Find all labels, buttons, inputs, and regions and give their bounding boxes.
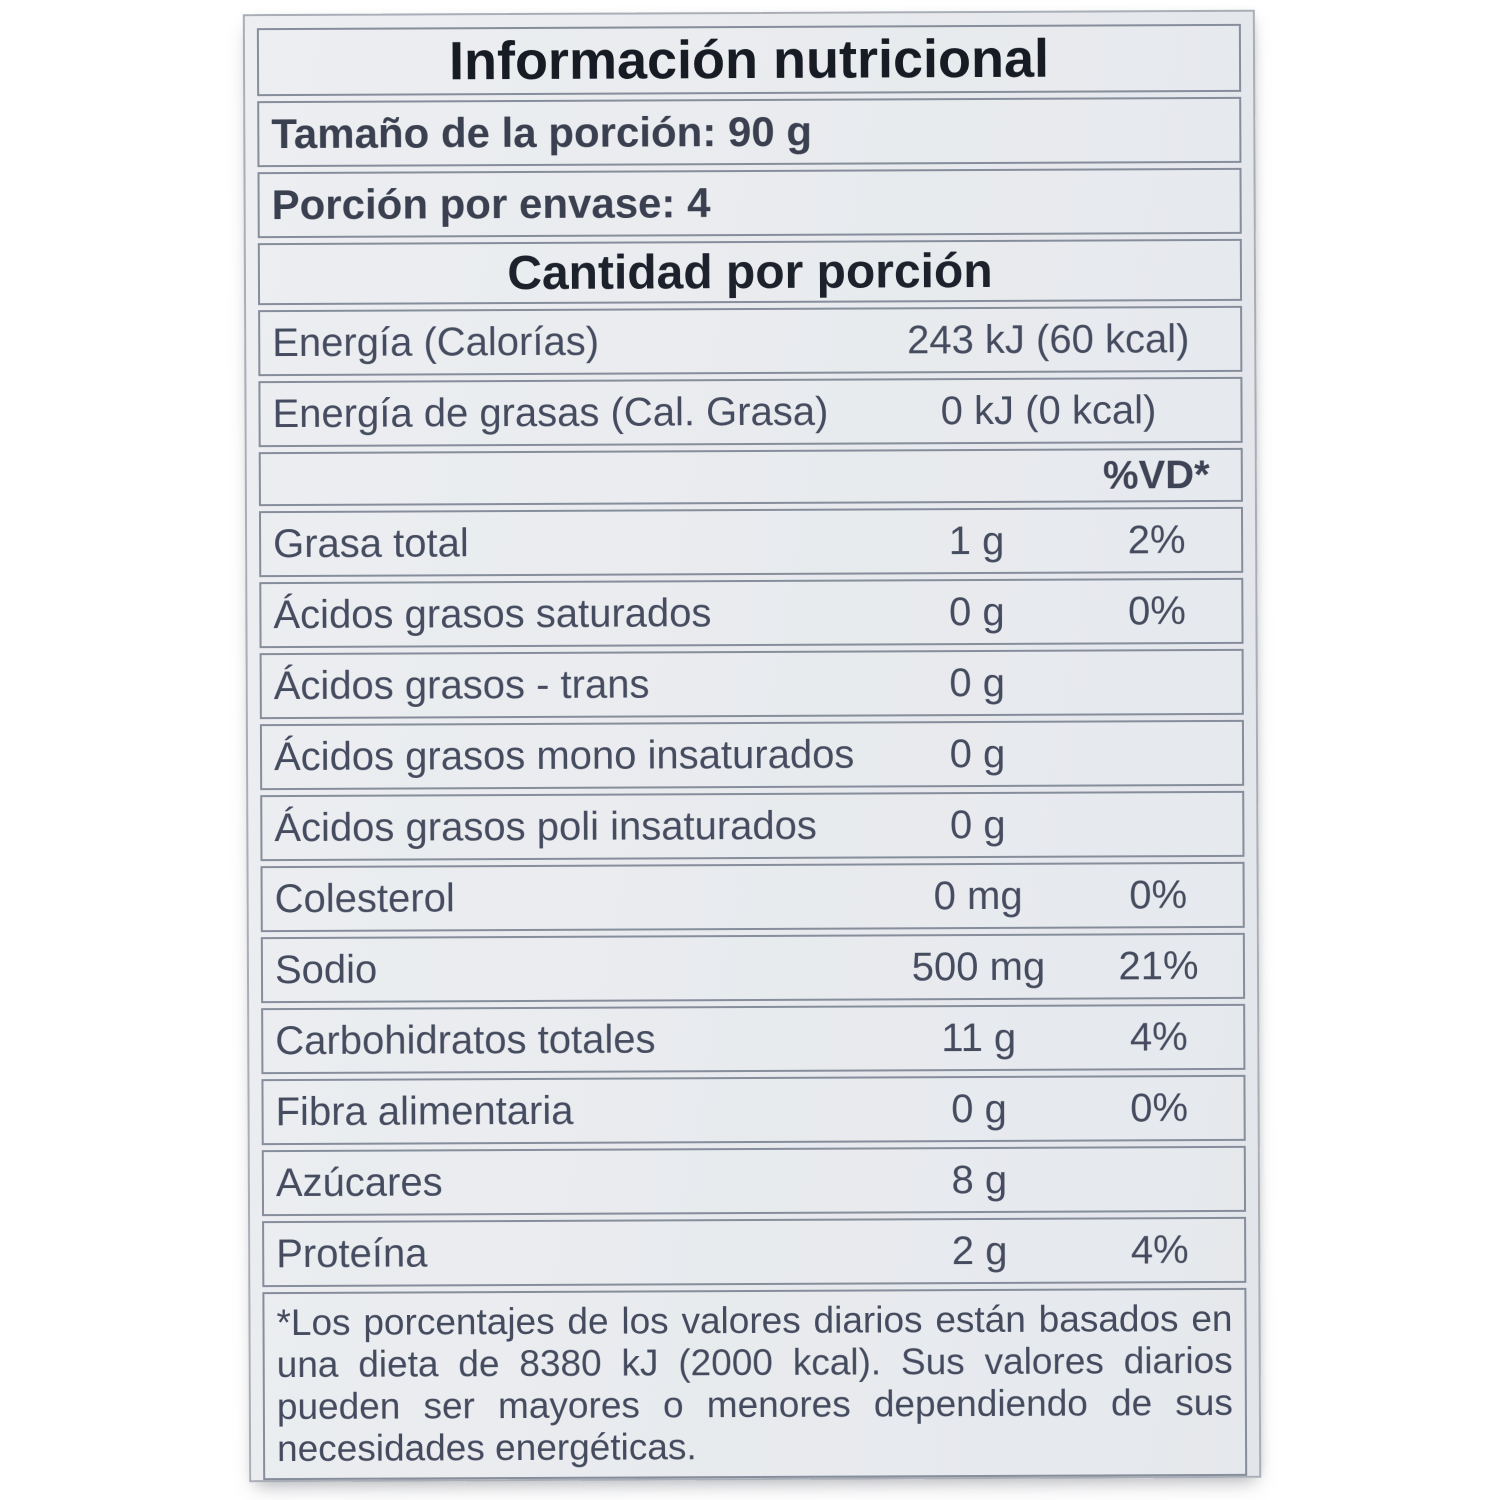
nutrient-dv: 0% bbox=[1129, 872, 1188, 917]
energy-name: Energía (Calorías) bbox=[272, 319, 600, 365]
nutrient-row-grasos-trans: Ácidos grasos - trans 0 g bbox=[259, 648, 1244, 720]
nutrient-amount: 0 g bbox=[949, 802, 1006, 847]
nutrient-dv: 4% bbox=[1130, 1227, 1189, 1272]
nutrition-table: Información nutricional Tamaño de la por… bbox=[256, 23, 1248, 1481]
energy-value: 243 kJ (60 kcal) bbox=[906, 316, 1190, 362]
nutrient-row-grasos-poli-insaturados: Ácidos grasos poli insaturados 0 g bbox=[260, 790, 1245, 862]
nutrient-name: Sodio bbox=[274, 947, 378, 992]
energy-from-fat-name: Energía de grasas (Cal. Grasa) bbox=[272, 389, 829, 436]
nutrient-name: Proteína bbox=[276, 1230, 428, 1276]
nutrient-name: Colesterol bbox=[274, 875, 455, 921]
nutrient-amount: 11 g bbox=[941, 1015, 1017, 1060]
label-title-row: Información nutricional bbox=[256, 23, 1242, 97]
servings-per-container-text: Porción por envase: 4 bbox=[271, 179, 711, 229]
dv-header-spacer2 bbox=[869, 476, 1084, 477]
nutrient-dv bbox=[1085, 824, 1230, 825]
nutrient-name: Ácidos grasos saturados bbox=[273, 590, 712, 637]
nutrient-row-proteina: Proteína 2 g 4% bbox=[262, 1216, 1247, 1288]
serving-size-row: Tamaño de la porción: 90 g bbox=[257, 96, 1242, 168]
nutrient-dv: 0% bbox=[1127, 588, 1186, 633]
nutrition-label: Información nutricional Tamaño de la por… bbox=[242, 9, 1262, 1483]
nutrient-amount: 8 g bbox=[951, 1157, 1008, 1202]
nutrient-amount: 2 g bbox=[951, 1228, 1008, 1273]
serving-size-text: Tamaño de la porción: 90 g bbox=[271, 107, 813, 158]
nutrient-row-fibra-alimentaria: Fibra alimentaria 0 g 0% bbox=[261, 1074, 1246, 1146]
nutrient-name: Azúcares bbox=[275, 1159, 443, 1205]
nutrient-name: Carbohidratos totales bbox=[275, 1016, 656, 1063]
nutrient-amount: 500 mg bbox=[911, 944, 1046, 989]
nutrient-dv: 2% bbox=[1127, 517, 1186, 562]
nutrient-name: Grasa total bbox=[273, 520, 469, 566]
nutrient-row-grasa-total: Grasa total 1 g 2% bbox=[258, 506, 1244, 578]
nutrient-dv: 0% bbox=[1130, 1085, 1189, 1130]
nutrient-name: Fibra alimentaria bbox=[275, 1088, 574, 1134]
energy-from-fat-row: Energía de grasas (Cal. Grasa) 0 kJ (0 k… bbox=[258, 376, 1243, 448]
nutrient-row-azucares: Azúcares 8 g bbox=[261, 1145, 1247, 1217]
nutrient-amount: 0 g bbox=[951, 1086, 1007, 1131]
daily-value-footnote-row: *Los porcentajes de los valores diarios … bbox=[262, 1287, 1248, 1481]
daily-value-footnote: *Los porcentajes de los valores diarios … bbox=[276, 1297, 1233, 1470]
dv-header: %VD* bbox=[1102, 452, 1210, 497]
nutrient-dv: 4% bbox=[1129, 1014, 1188, 1059]
label-title: Información nutricional bbox=[448, 28, 1050, 92]
nutrient-dv: 21% bbox=[1118, 943, 1199, 988]
dv-header-spacer bbox=[273, 476, 869, 479]
amount-per-serving-text: Cantidad por porción bbox=[507, 244, 993, 300]
energy-row: Energía (Calorías) 243 kJ (60 kcal) bbox=[258, 305, 1243, 377]
nutrient-amount: 0 g bbox=[949, 589, 1005, 634]
nutrient-name: Ácidos grasos - trans bbox=[273, 661, 650, 708]
nutrient-dv bbox=[1085, 753, 1230, 754]
nutrient-row-grasos-saturados: Ácidos grasos saturados 0 g 0% bbox=[259, 577, 1244, 649]
nutrient-row-carbohidratos-totales: Carbohidratos totales 11 g 4% bbox=[261, 1003, 1246, 1075]
nutrient-amount: 0 mg bbox=[933, 873, 1023, 918]
servings-per-container-row: Porción por envase: 4 bbox=[257, 167, 1242, 239]
nutrient-dv bbox=[1085, 682, 1230, 683]
daily-value-header-row: %VD* bbox=[258, 447, 1243, 507]
energy-from-fat-value: 0 kJ (0 kcal) bbox=[940, 387, 1157, 433]
nutrient-amount: 0 g bbox=[949, 731, 1006, 776]
nutrient-row-sodio: Sodio 500 mg 21% bbox=[260, 932, 1246, 1004]
nutrient-name: Ácidos grasos poli insaturados bbox=[274, 803, 817, 850]
amount-per-serving-row: Cantidad por porción bbox=[257, 238, 1243, 306]
nutrient-name: Ácidos grasos mono insaturados bbox=[273, 732, 855, 779]
nutrient-amount: 0 g bbox=[949, 660, 1006, 705]
nutrient-dv bbox=[1087, 1179, 1232, 1180]
nutrient-row-grasos-mono-insaturados: Ácidos grasos mono insaturados 0 g bbox=[259, 719, 1245, 791]
nutrient-amount: 1 g bbox=[948, 518, 1005, 563]
nutrient-row-colesterol: Colesterol 0 mg 0% bbox=[260, 861, 1245, 933]
